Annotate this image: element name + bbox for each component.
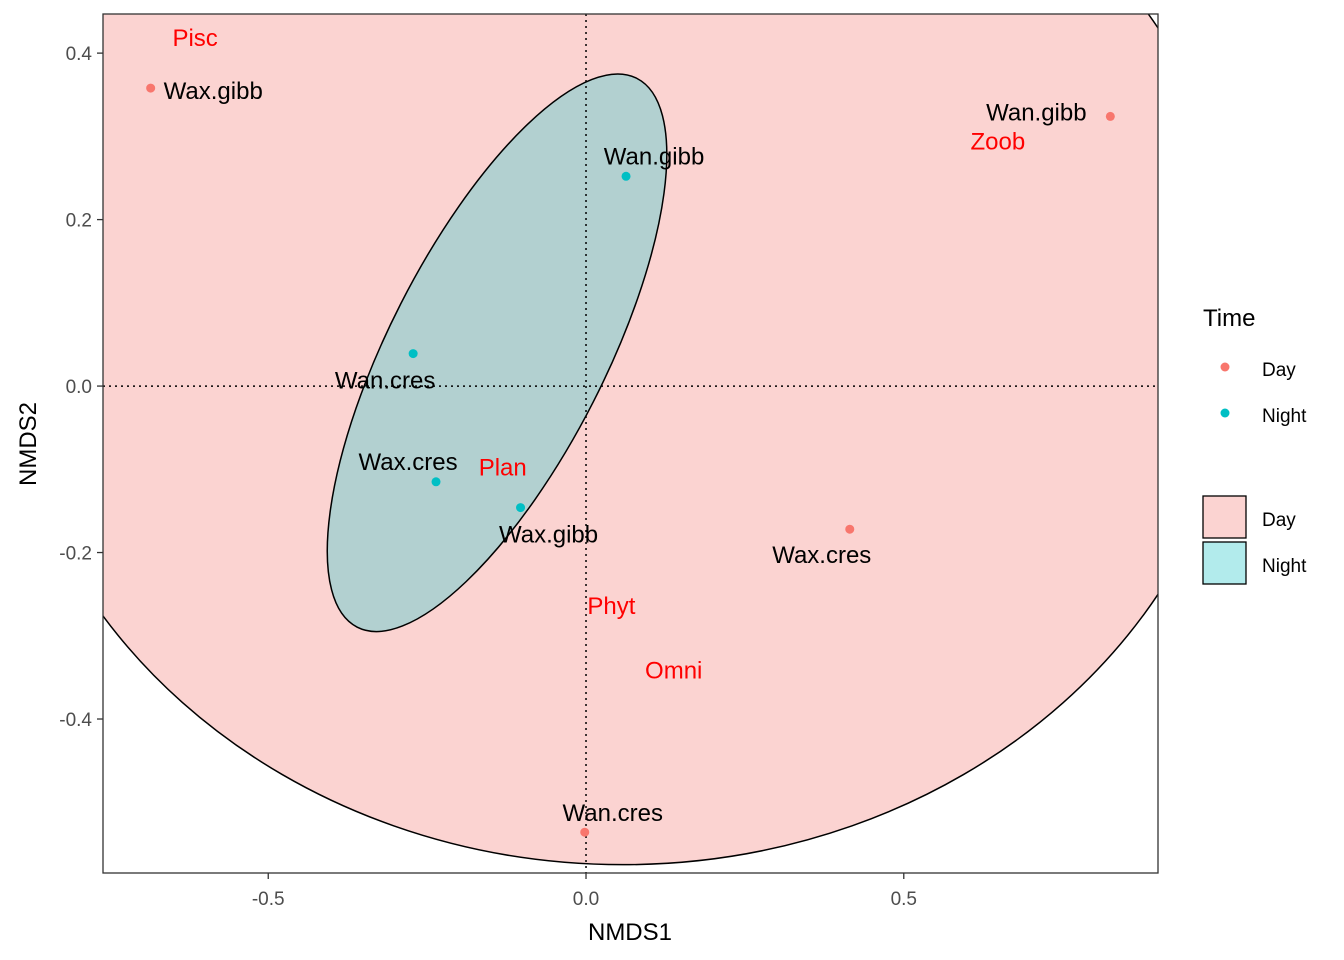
point-label: Wan.gibb	[604, 143, 705, 170]
legend-points-title: Time	[1203, 305, 1255, 332]
point-label: Wax.gibb	[499, 522, 598, 549]
x-tick-label: 0.0	[573, 889, 599, 910]
trait-label: Omni	[645, 658, 702, 685]
y-tick-label: 0.0	[66, 377, 92, 398]
legend-night-point-label: Night	[1262, 406, 1307, 427]
point-night-0	[621, 171, 631, 181]
ellipse-night	[326, 73, 668, 633]
x-tick-label: 0.5	[891, 889, 917, 910]
y-tick-label: -0.4	[59, 710, 92, 731]
legend-day-fill-key	[1202, 495, 1247, 539]
y-tick-label: -0.2	[59, 544, 92, 565]
legend-night-fill-key	[1202, 541, 1247, 585]
point-label: Wan.cres	[335, 368, 435, 395]
point-label: Wax.gibb	[164, 78, 263, 105]
point-day-2	[845, 524, 855, 534]
legend-time: Time Day Night	[1203, 305, 1307, 427]
trait-label: Pisc	[172, 25, 217, 52]
y-tick-label: 0.2	[66, 211, 92, 232]
point-day-1	[1105, 111, 1115, 121]
point-label: Wan.gibb	[986, 99, 1087, 126]
panel-border	[102, 13, 1159, 874]
ellipse-day	[103, 14, 1158, 866]
point-day-3	[580, 827, 590, 837]
legend-day-point-label: Day	[1262, 360, 1296, 381]
trait-label: Phyt	[587, 593, 635, 620]
legend-fill: Day Night	[1202, 495, 1307, 585]
legend-night-fill-label: Night	[1262, 556, 1307, 577]
point-night-2	[431, 477, 441, 487]
x-tick-label: -0.5	[252, 889, 285, 910]
point-label: Wan.cres	[563, 800, 663, 827]
x-axis-title: NMDS1	[588, 919, 672, 946]
trait-label: Zoob	[970, 128, 1025, 155]
y-axis-title: NMDS2	[15, 402, 42, 486]
y-tick-label: 0.4	[66, 44, 93, 65]
point-label: Wax.cres	[358, 449, 457, 476]
point-night-3	[516, 503, 526, 513]
point-night-1	[408, 349, 418, 359]
legend-day-fill-label: Day	[1262, 510, 1296, 531]
legend-day-point	[1220, 362, 1230, 372]
legend-night-point	[1220, 408, 1230, 418]
point-label: Wax.cres	[772, 542, 871, 569]
trait-label: Plan	[479, 455, 527, 482]
point-day-0	[146, 83, 156, 93]
